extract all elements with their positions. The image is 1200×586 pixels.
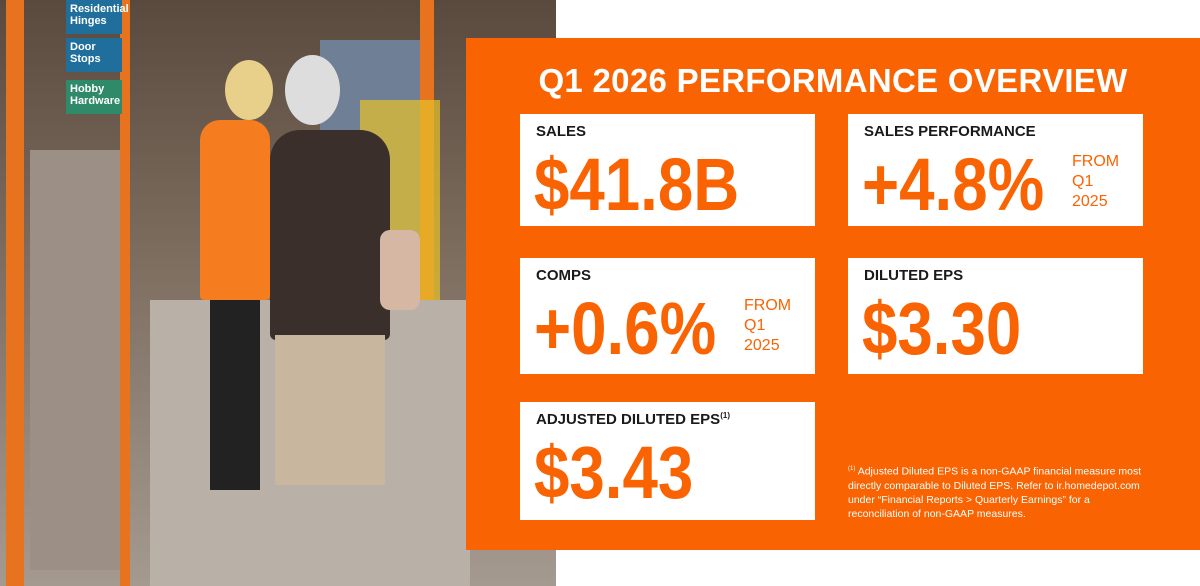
shelf-post bbox=[120, 0, 130, 586]
label-text: ADJUSTED DILUTED EPS bbox=[536, 411, 721, 428]
note-line: 2025 bbox=[744, 337, 780, 354]
card-note: FROM Q1 2025 bbox=[1072, 152, 1119, 212]
shirt bbox=[270, 130, 390, 340]
note-line: 2025 bbox=[1072, 193, 1108, 210]
footnote-text: Adjusted Diluted EPS is a non-GAAP finan… bbox=[848, 465, 1142, 520]
sign: Door Stops bbox=[66, 38, 122, 72]
bag bbox=[380, 230, 420, 310]
note-line: Q1 bbox=[1072, 173, 1094, 190]
card-label: SALES PERFORMANCE bbox=[864, 123, 1036, 140]
card-value: +0.6% bbox=[534, 287, 717, 370]
card: ADJUSTED DILUTED EPS(1) $3.43 bbox=[520, 402, 815, 520]
card-value: $41.8B bbox=[534, 143, 740, 226]
card-label: COMPS bbox=[536, 267, 592, 284]
card-label: ADJUSTED DILUTED EPS(1) bbox=[536, 411, 799, 428]
shelf-post bbox=[6, 0, 24, 586]
overview-panel: Q1 2026 PERFORMANCE OVERVIEW SALES $41.8… bbox=[466, 38, 1200, 550]
card-value: $3.30 bbox=[862, 287, 1022, 370]
card: SALES $41.8B bbox=[520, 114, 815, 226]
card: DILUTED EPS $3.30 bbox=[848, 258, 1143, 374]
card: COMPS +0.6% FROM Q1 2025 bbox=[520, 258, 815, 374]
card-value: +4.8% bbox=[862, 143, 1045, 226]
apron bbox=[200, 120, 270, 300]
note-line: FROM bbox=[744, 297, 792, 314]
card-note: FROM Q1 2025 bbox=[744, 296, 791, 356]
head bbox=[285, 55, 340, 125]
card-label: SALES bbox=[536, 123, 587, 140]
pants bbox=[275, 335, 385, 485]
shelf bbox=[30, 150, 120, 570]
card-value: $3.43 bbox=[534, 431, 694, 514]
card: SALES PERFORMANCE +4.8% FROM Q1 2025 bbox=[848, 114, 1143, 226]
sign: Hobby Hardware bbox=[66, 80, 122, 114]
footnote: (1) Adjusted Diluted EPS is a non-GAAP f… bbox=[848, 462, 1148, 521]
legs bbox=[210, 300, 260, 490]
head bbox=[225, 60, 273, 120]
footnote-marker: (1) bbox=[720, 411, 730, 420]
store-photo: Residential Hinges Door Stops Hobby Hard… bbox=[0, 0, 556, 586]
sign: Residential Hinges bbox=[66, 0, 129, 34]
title: Q1 2026 PERFORMANCE OVERVIEW bbox=[538, 62, 1128, 99]
card-label: DILUTED EPS bbox=[864, 267, 964, 284]
note-line: FROM bbox=[1072, 153, 1120, 170]
note-line: Q1 bbox=[744, 317, 766, 334]
footnote-marker: (1) bbox=[848, 466, 856, 472]
